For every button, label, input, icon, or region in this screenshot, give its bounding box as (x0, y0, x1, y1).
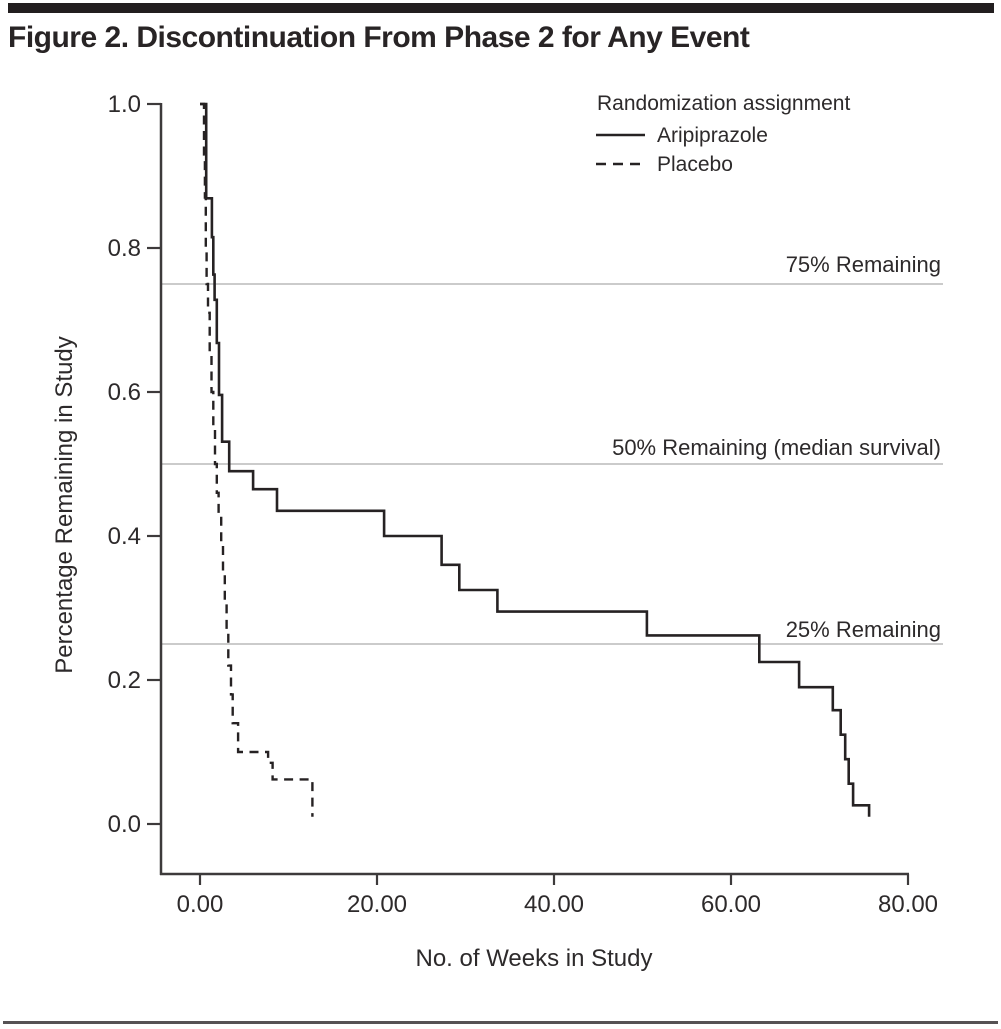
y-tick-label: 0.0 (108, 811, 141, 838)
y-tick-label: 0.6 (108, 379, 141, 406)
reference-label-50pct: 50% Remaining (median survival) (612, 435, 941, 460)
figure-bottom-rule (3, 1021, 998, 1024)
y-tick-label: 1.0 (108, 91, 141, 118)
aripiprazole-survival-curve (200, 102, 871, 817)
y-axis-title: Percentage Remaining in Study (51, 336, 78, 674)
x-tick-label: 80.00 (878, 891, 938, 918)
x-axis-title: No. of Weeks in Study (416, 945, 653, 972)
y-tick-label: 0.4 (108, 523, 141, 550)
legend-label-aripiprazole: Aripiprazole (657, 124, 768, 147)
x-tick-label: 20.00 (347, 891, 407, 918)
x-tick-label: 0.00 (177, 891, 224, 918)
y-tick-label: 0.8 (108, 235, 141, 262)
y-tick-label: 0.2 (108, 667, 141, 694)
legend-title: Randomization assignment (597, 92, 850, 115)
x-tick-label: 40.00 (524, 891, 584, 918)
figure-header-bar (8, 3, 994, 13)
reference-label-75pct: 75% Remaining (786, 252, 941, 277)
figure-title: Figure 2. Discontinuation From Phase 2 f… (8, 21, 750, 54)
placebo-survival-curve (200, 102, 314, 817)
reference-label-25pct: 25% Remaining (786, 617, 941, 642)
legend-label-placebo: Placebo (657, 153, 733, 176)
x-tick-label: 60.00 (701, 891, 761, 918)
